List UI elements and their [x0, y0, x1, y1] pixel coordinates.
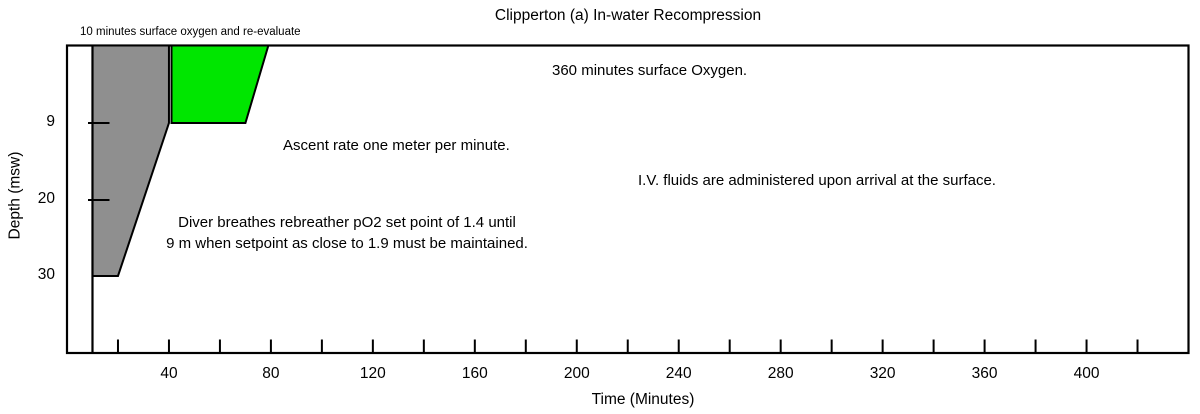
y-axis-tick-label: 20 [38, 190, 56, 207]
x-axis-tick-label: 280 [768, 365, 794, 382]
rebreather-setpoint-note: Diver breathes rebreather pO2 set point … [166, 212, 528, 254]
y-axis-tick-label: 9 [46, 113, 55, 130]
x-axis-tick-label: 120 [360, 365, 386, 382]
ascent-rate-note-line: Ascent rate one meter per minute. [283, 137, 510, 154]
x-axis-tick-label: 200 [564, 365, 590, 382]
surface-oxygen-after-note: 360 minutes surface Oxygen. [552, 60, 747, 81]
iv-fluids-note-line: I.V. fluids are administered upon arriva… [638, 172, 996, 189]
x-axis-tick-label: 360 [972, 365, 998, 382]
y-axis-tick-label: 30 [38, 266, 56, 283]
x-axis-tick-label: 320 [870, 365, 896, 382]
chart-title: Clipperton (a) In-water Recompression [494, 7, 762, 24]
rebreather-setpoint-note-line: Diver breathes rebreather pO2 set point … [178, 214, 516, 231]
x-axis-tick-label: 160 [462, 365, 488, 382]
x-axis-tick-label: 400 [1074, 365, 1100, 382]
iv-fluids-note: I.V. fluids are administered upon arriva… [638, 170, 996, 191]
x-axis-title: Time (Minutes) [591, 391, 695, 408]
rebreather-setpoint-note-line: 9 m when setpoint as close to 1.9 must b… [166, 235, 528, 252]
x-axis-tick-label: 40 [160, 365, 178, 382]
surface-oxygen-before-note: 10 minutes surface oxygen and re-evaluat… [80, 22, 301, 43]
x-axis-tick-label: 80 [262, 365, 280, 382]
x-axis-tick-label: 240 [666, 365, 692, 382]
surface-oxygen-after-note-line: 360 minutes surface Oxygen. [552, 62, 748, 79]
y-axis-title: Depth (msw) [6, 151, 24, 240]
surface-oxygen-before-note-line: 10 minutes surface oxygen and re-evaluat… [80, 26, 301, 38]
ascent-rate-note: Ascent rate one meter per minute. [283, 135, 510, 156]
oxygen-po2-1.9-phase-area [170, 44, 270, 124]
